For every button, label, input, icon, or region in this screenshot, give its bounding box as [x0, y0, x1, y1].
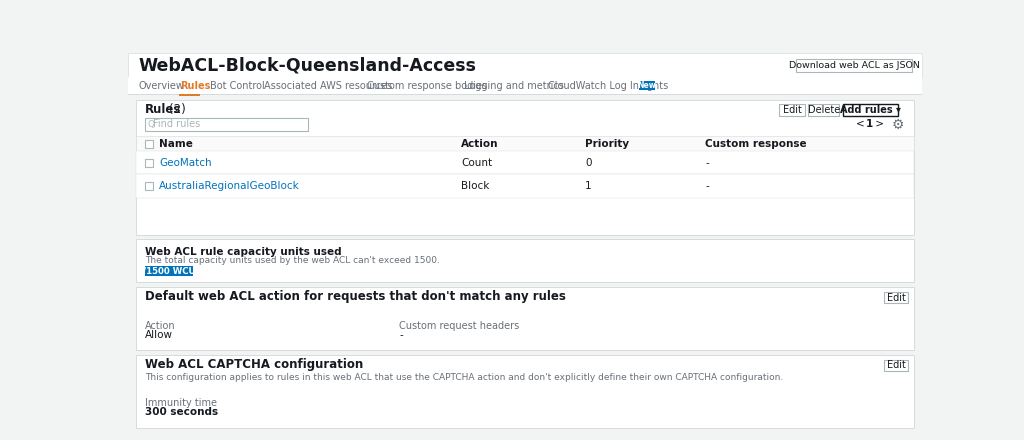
- Text: Action: Action: [461, 139, 499, 149]
- Text: Allow: Allow: [145, 330, 173, 340]
- Text: Rules: Rules: [180, 81, 210, 91]
- Text: New: New: [638, 81, 656, 90]
- Bar: [145, 140, 153, 147]
- Bar: [128, 77, 922, 95]
- Text: Priority: Priority: [586, 139, 630, 149]
- Text: Web ACL rule capacity units used: Web ACL rule capacity units used: [145, 247, 342, 257]
- Text: AustraliaRegionalGeoBlock: AustraliaRegionalGeoBlock: [159, 181, 300, 191]
- Bar: [128, 53, 922, 77]
- Text: Name: Name: [159, 139, 193, 149]
- Bar: [796, 59, 912, 72]
- Bar: [639, 81, 655, 90]
- Text: Overview: Overview: [138, 81, 184, 91]
- Text: Edit: Edit: [887, 293, 905, 303]
- Bar: [779, 104, 805, 116]
- Bar: [145, 159, 153, 167]
- Text: Default web ACL action for requests that don't match any rules: Default web ACL action for requests that…: [145, 290, 566, 304]
- Bar: [128, 95, 922, 392]
- Bar: [884, 292, 908, 303]
- Bar: [136, 174, 913, 198]
- Text: WebACL-Block-Queensland-Access: WebACL-Block-Queensland-Access: [138, 56, 476, 74]
- Bar: [145, 118, 308, 131]
- Text: >: >: [872, 119, 884, 129]
- Text: Custom request headers: Custom request headers: [399, 321, 519, 331]
- Text: Edit: Edit: [887, 360, 905, 370]
- Text: Associated AWS resources: Associated AWS resources: [263, 81, 392, 91]
- Text: Immunity time: Immunity time: [145, 398, 217, 408]
- Bar: [136, 100, 913, 235]
- Text: -: -: [706, 158, 710, 168]
- Text: CloudWatch Log Insights: CloudWatch Log Insights: [548, 81, 669, 91]
- Text: Edit: Edit: [782, 105, 802, 115]
- Text: Delete: Delete: [808, 105, 840, 115]
- Text: Block: Block: [461, 181, 489, 191]
- Bar: [136, 355, 913, 428]
- Text: 300 seconds: 300 seconds: [145, 407, 218, 417]
- Bar: [145, 266, 194, 276]
- Text: ⚙: ⚙: [892, 117, 904, 132]
- Text: The total capacity units used by the web ACL can't exceed 1500.: The total capacity units used by the web…: [145, 256, 440, 265]
- Bar: [136, 239, 913, 282]
- Text: Add rules ▾: Add rules ▾: [840, 105, 901, 115]
- Text: 1: 1: [866, 119, 873, 129]
- Bar: [136, 151, 913, 174]
- Text: Download web ACL as JSON: Download web ACL as JSON: [788, 61, 920, 70]
- Text: Q: Q: [147, 120, 155, 129]
- Text: -: -: [399, 330, 403, 340]
- Bar: [136, 287, 913, 350]
- Text: Action: Action: [145, 321, 176, 331]
- Text: Bot Control: Bot Control: [210, 81, 265, 91]
- Text: 0: 0: [586, 158, 592, 168]
- Text: Custom response: Custom response: [706, 139, 807, 149]
- Bar: [843, 104, 898, 116]
- Text: Rules: Rules: [145, 103, 181, 116]
- Text: 2/1500 WCUs: 2/1500 WCUs: [137, 267, 201, 275]
- Bar: [809, 104, 840, 116]
- Text: Find rules: Find rules: [153, 119, 200, 129]
- Text: (2): (2): [169, 103, 185, 116]
- Text: Logging and metrics: Logging and metrics: [464, 81, 563, 91]
- Text: <: <: [856, 119, 868, 129]
- Text: Web ACL CAPTCHA configuration: Web ACL CAPTCHA configuration: [145, 358, 364, 371]
- Bar: [884, 360, 908, 371]
- Bar: [145, 182, 153, 190]
- Text: Count: Count: [461, 158, 493, 168]
- Text: 1: 1: [586, 181, 592, 191]
- Text: GeoMatch: GeoMatch: [159, 158, 212, 168]
- Bar: [128, 94, 922, 95]
- Bar: [179, 94, 200, 95]
- Text: -: -: [706, 181, 710, 191]
- Text: This configuration applies to rules in this web ACL that use the CAPTCHA action : This configuration applies to rules in t…: [145, 373, 783, 382]
- Bar: [136, 136, 913, 151]
- Text: Custom response bodies: Custom response bodies: [368, 81, 487, 91]
